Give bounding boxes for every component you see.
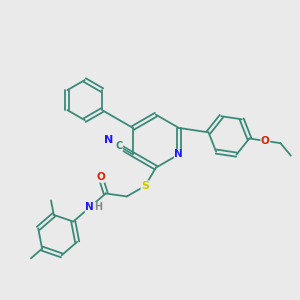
- Text: H: H: [94, 202, 102, 212]
- Text: O: O: [96, 172, 105, 182]
- Text: N: N: [175, 149, 183, 159]
- Text: N: N: [85, 202, 94, 212]
- Text: C: C: [116, 141, 123, 151]
- Text: N: N: [104, 135, 113, 145]
- Text: S: S: [141, 181, 149, 191]
- Text: O: O: [261, 136, 270, 146]
